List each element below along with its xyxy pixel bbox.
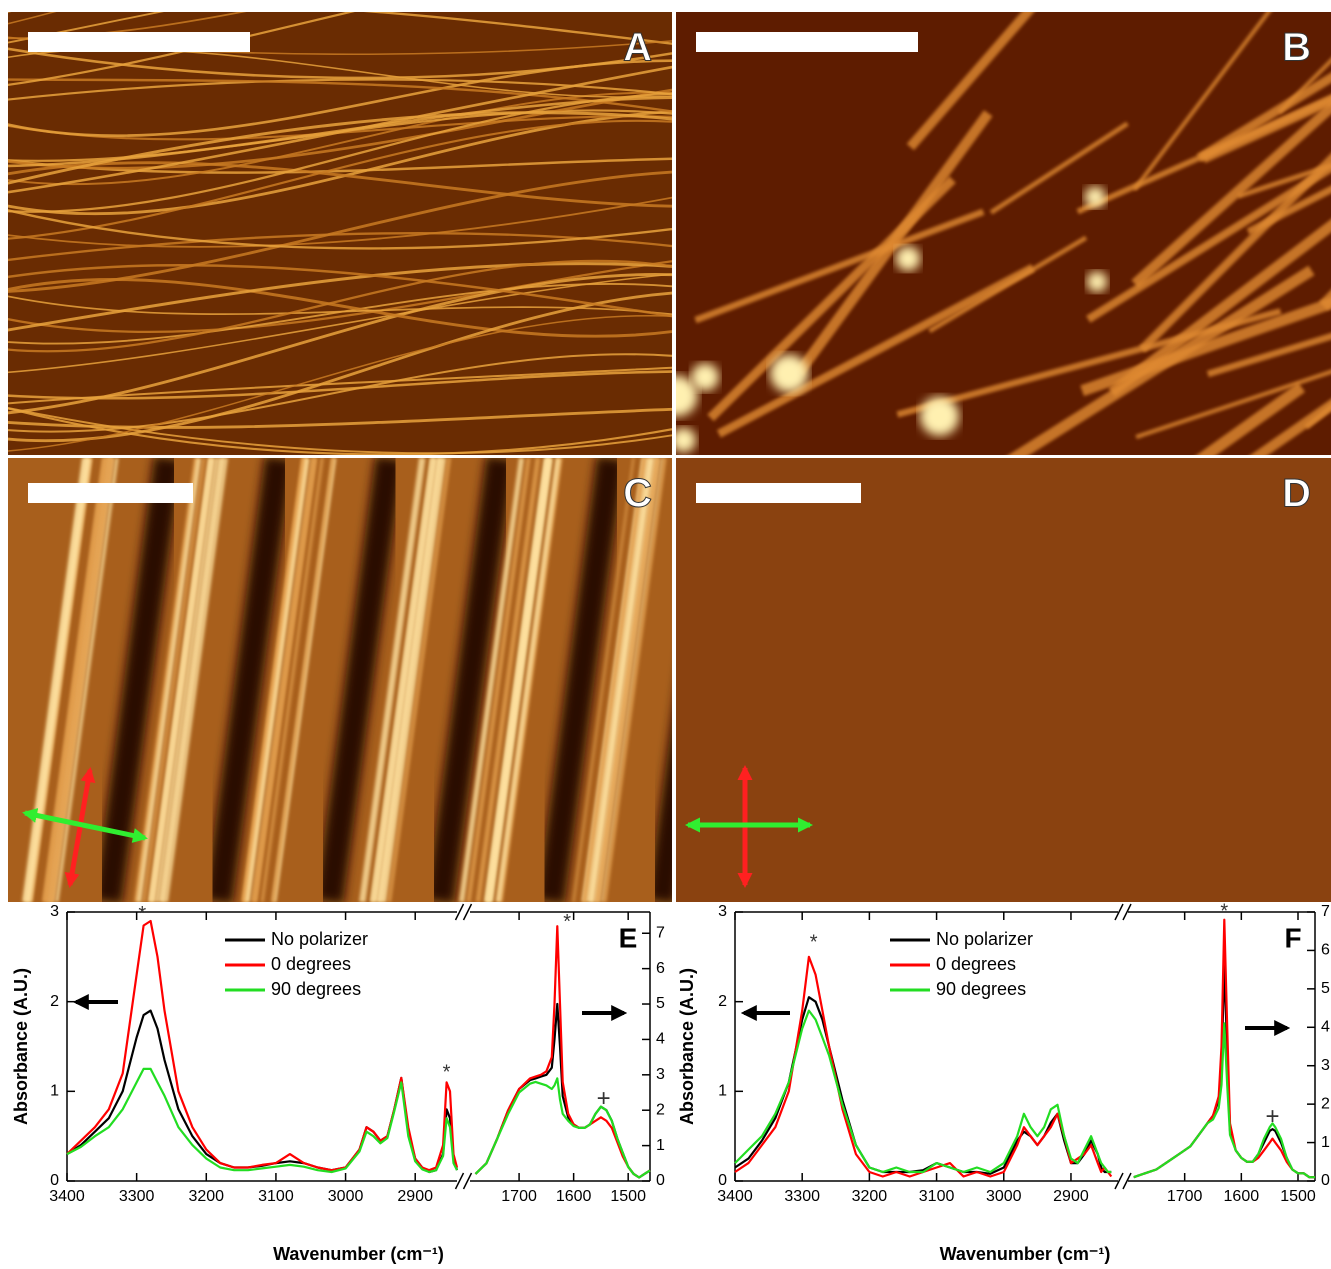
legend-label: 90 degrees [271,979,361,999]
chart-label: F [1284,922,1301,953]
x-tick-label: 3100 [919,1188,955,1205]
y2-tick-label: 5 [656,995,665,1012]
afm-panel [0,0,692,455]
y2-tick-label: 1 [656,1137,665,1154]
spectrum-line [476,1004,651,1178]
peak-marker: * [1220,900,1228,922]
x-axis-label: Wavenumber (cm⁻¹) [273,1244,444,1264]
x-tick-label: 1600 [1224,1188,1260,1205]
x-tick-label: 3400 [49,1188,85,1205]
x-tick-label: 1700 [1167,1188,1203,1205]
figure: ABCD 01230123456734003300320031003000290… [0,0,1331,1269]
y-tick-label: 2 [718,993,727,1010]
y2-tick-label: 2 [1321,1095,1330,1112]
bright-spot [896,246,921,271]
y-tick-label: 1 [50,1083,59,1100]
peak-marker: * [563,911,571,933]
x-tick-label: 2900 [397,1188,433,1205]
panel-label: B [1282,26,1311,70]
afm-panel [657,0,1331,535]
spectrum-line [735,1011,1111,1172]
y2-tick-label: 0 [656,1172,665,1189]
y2-tick-label: 5 [1321,980,1330,997]
x-tick-label: 2900 [1053,1188,1089,1205]
panel-label: D [1282,472,1311,516]
y-tick-label: 0 [718,1172,727,1189]
bright-spot [770,354,808,392]
bright-spot [691,363,719,391]
y2-tick-label: 6 [656,960,665,977]
x-tick-label: 1600 [556,1188,592,1205]
y-axis-label: Absorbance (A.U.) [677,968,697,1125]
y-axis-label: Absorbance (A.U.) [11,968,31,1125]
spectrum-line [67,921,457,1170]
bright-spot [920,397,959,436]
x-tick-label: 3400 [717,1188,753,1205]
y-tick-label: 1 [718,1083,727,1100]
y2-tick-label: 4 [656,1031,665,1048]
legend-label: No polarizer [271,929,368,949]
x-tick-label: 3200 [188,1188,224,1205]
y2-tick-label: 3 [656,1066,665,1083]
y-tick-label: 0 [50,1172,59,1189]
x-tick-label: 3200 [852,1188,888,1205]
x-tick-label: 3300 [119,1188,155,1205]
scale-bar [696,32,918,52]
y2-tick-label: 7 [656,924,665,941]
x-tick-label: 3300 [784,1188,820,1205]
afm-images: A B C D [0,0,1331,902]
x-tick-label: 1500 [610,1188,646,1205]
spectrum-line [476,926,651,1177]
spectrum-line [1134,920,1315,1177]
x-axis-label: Wavenumber (cm⁻¹) [940,1244,1111,1264]
y-tick-label: 3 [718,903,727,920]
y2-tick-label: 6 [1321,942,1330,959]
legend-label: 90 degrees [936,979,1026,999]
x-tick-label: 1700 [501,1188,537,1205]
legend-label: 0 degrees [936,954,1016,974]
spectrum-line [1134,966,1315,1177]
y2-tick-label: 3 [1321,1057,1330,1074]
bright-spot [1085,186,1106,207]
x-tick-label: 3100 [258,1188,294,1205]
bright-spot [1087,271,1108,292]
afm-panel [676,458,1331,902]
afm-panel [8,458,721,902]
y2-tick-label: 2 [656,1101,665,1118]
x-tick-label: 3000 [986,1188,1022,1205]
y2-tick-label: 7 [1321,903,1330,920]
panel-label: A [623,26,652,70]
scale-bar [28,483,193,503]
spectrum-line [735,997,1111,1174]
y2-tick-label: 1 [1321,1134,1330,1151]
scale-bar [696,483,861,503]
y-tick-label: 3 [50,903,59,920]
scale-bar [28,32,250,52]
x-tick-label: 3000 [328,1188,364,1205]
legend-label: No polarizer [936,929,1033,949]
chart-label: E [619,922,638,953]
peak-marker: * [810,932,818,954]
legend-label: 0 degrees [271,954,351,974]
y2-tick-label: 0 [1321,1172,1330,1189]
peak-marker: + [597,1085,611,1112]
peak-marker: * [138,903,146,925]
peak-marker: + [1265,1103,1279,1130]
y2-tick-label: 4 [1321,1019,1330,1036]
panel-label: C [623,472,652,516]
y-tick-label: 2 [50,993,59,1010]
x-tick-label: 1500 [1280,1188,1316,1205]
spectrum-line [1134,1023,1315,1177]
peak-marker: * [443,1062,451,1084]
